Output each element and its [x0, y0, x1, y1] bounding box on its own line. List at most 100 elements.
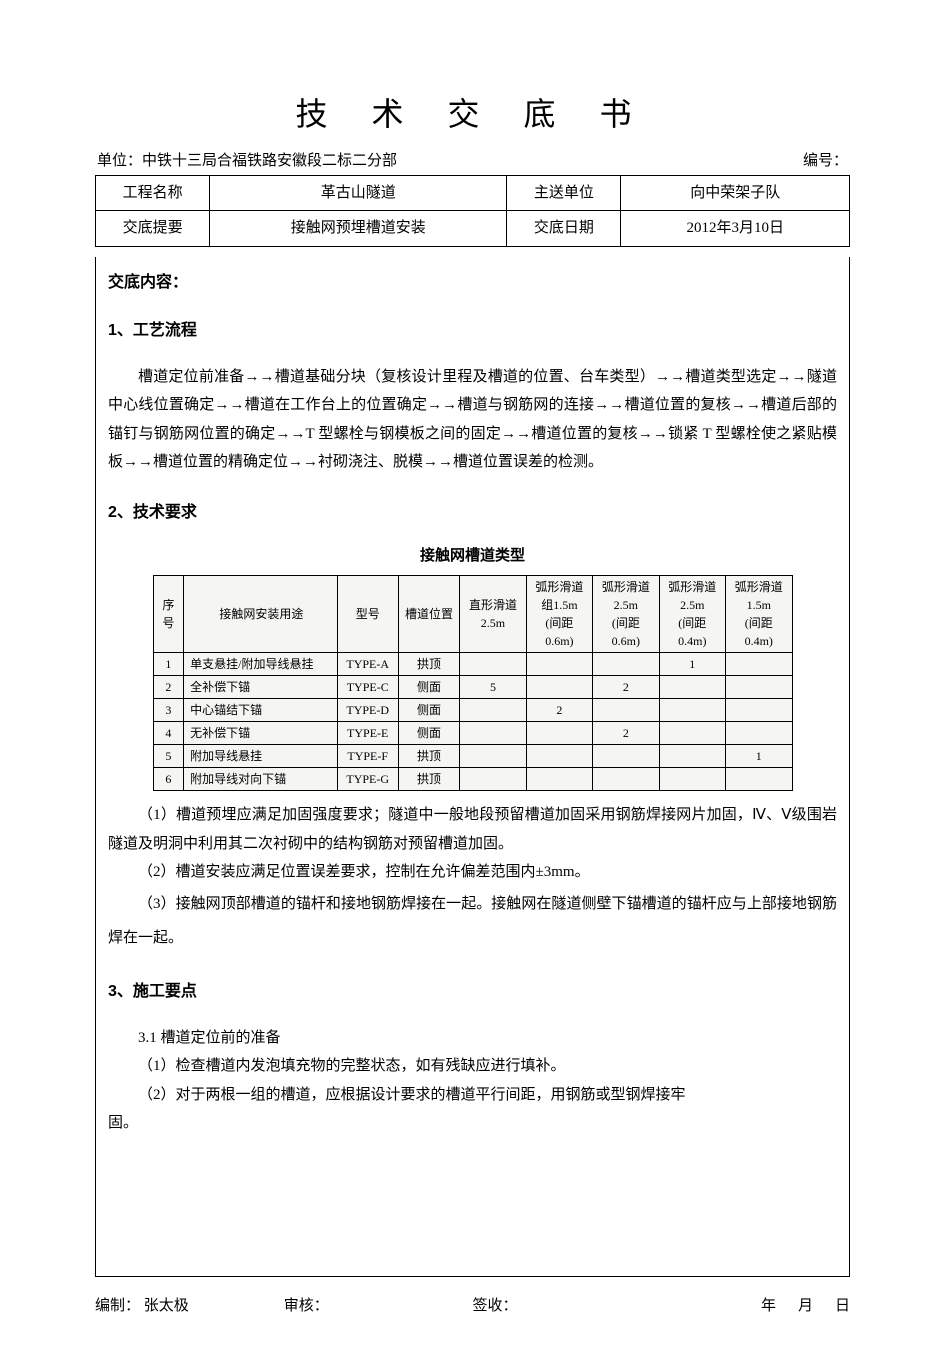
s3-p2b: 固。 [108, 1109, 837, 1138]
cell-c4 [659, 768, 725, 791]
cell-use: 单支悬挂/附加导线悬挂 [184, 653, 337, 676]
cell-c1 [460, 722, 526, 745]
s2-p3: （3）接触网顶部槽道的锚杆和接地钢筋焊接在一起。接触网在隧道侧壁下锚槽道的锚杆应… [108, 887, 837, 956]
cell-seq: 5 [153, 745, 184, 768]
number-field: 编号： [803, 150, 848, 173]
sign-label: 签收： [473, 1298, 518, 1314]
cell-seq: 6 [153, 768, 184, 791]
table-row: 1单支悬挂/附加导线悬挂TYPE-A拱顶1 [153, 653, 792, 676]
cell-model: TYPE-E [337, 722, 398, 745]
sendto-label: 主送单位 [507, 175, 621, 211]
cell-c3 [593, 768, 659, 791]
cell-c4 [659, 699, 725, 722]
cell-use: 无补偿下锚 [184, 722, 337, 745]
cell-c2: 2 [526, 699, 592, 722]
cell-model: TYPE-F [337, 745, 398, 768]
cell-use: 全补偿下锚 [184, 676, 337, 699]
header-row: 单位：中铁十三局合福铁路安徽段二标二分部 编号： [95, 150, 850, 173]
cell-c3: 2 [593, 676, 659, 699]
cell-seq: 3 [153, 699, 184, 722]
document-title: 技 术 交 底 书 [95, 90, 850, 138]
cell-use: 附加导线对向下锚 [184, 768, 337, 791]
cell-c1 [460, 768, 526, 791]
cell-c5: 1 [726, 745, 792, 768]
year-label: 年 [761, 1295, 776, 1318]
cell-use: 中心锚结下锚 [184, 699, 337, 722]
cell-c1 [460, 653, 526, 676]
cell-c1 [460, 699, 526, 722]
compile-field: 编制： 张太极 [95, 1295, 284, 1318]
sendto-value: 向中荣架子队 [621, 175, 850, 211]
cell-c5 [726, 676, 792, 699]
unit-field: 单位：中铁十三局合福铁路安徽段二标二分部 [97, 150, 397, 173]
sign-field: 签收： [473, 1295, 662, 1318]
cell-model: TYPE-A [337, 653, 398, 676]
table-row: 工程名称 革古山隧道 主送单位 向中荣架子队 [96, 175, 850, 211]
unit-value: 中铁十三局合福铁路安徽段二标二分部 [142, 153, 397, 169]
summary-value: 接触网预埋槽道安装 [210, 211, 507, 247]
cell-c1: 5 [460, 676, 526, 699]
cell-c4 [659, 676, 725, 699]
type-table: 序号 接触网安装用途 型号 槽道位置 直形滑道2.5m 弧形滑道组1.5m(间距… [153, 575, 793, 791]
compile-label: 编制： [95, 1298, 140, 1314]
review-label: 审核： [284, 1298, 329, 1314]
content-frame: 交底内容： 1、工艺流程 槽道定位前准备→→槽道基础分块（复核设计里程及槽道的位… [95, 257, 850, 1277]
cell-pos: 侧面 [398, 722, 459, 745]
col-c5: 弧形滑道1.5m(间距0.4m) [726, 576, 792, 653]
s3-p1: （1）检查槽道内发泡填充物的完整状态，如有残缺应进行填补。 [108, 1052, 837, 1081]
summary-label: 交底提要 [96, 211, 210, 247]
info-table: 工程名称 革古山隧道 主送单位 向中荣架子队 交底提要 接触网预埋槽道安装 交底… [95, 175, 850, 247]
col-model: 型号 [337, 576, 398, 653]
table-row: 3中心锚结下锚TYPE-D侧面 2 [153, 699, 792, 722]
review-field: 审核： [284, 1295, 473, 1318]
cell-c3: 2 [593, 722, 659, 745]
compile-value: 张太极 [144, 1298, 189, 1314]
cell-seq: 4 [153, 722, 184, 745]
section3-heading: 3、施工要点 [108, 980, 837, 1004]
cell-c4: 1 [659, 653, 725, 676]
date-field: 年 月 日 [661, 1295, 850, 1318]
cell-seq: 1 [153, 653, 184, 676]
cell-c2 [526, 745, 592, 768]
section2-heading: 2、技术要求 [108, 501, 837, 525]
cell-c2 [526, 653, 592, 676]
col-c1: 直形滑道2.5m [460, 576, 526, 653]
cell-model: TYPE-G [337, 768, 398, 791]
cell-use: 附加导线悬挂 [184, 745, 337, 768]
type-table-caption: 接触网槽道类型 [108, 545, 837, 568]
s3-sub31: 3.1 槽道定位前的准备 [108, 1024, 837, 1053]
day-label: 日 [835, 1295, 850, 1318]
cell-model: TYPE-C [337, 676, 398, 699]
unit-label: 单位： [97, 153, 142, 169]
cell-c2 [526, 768, 592, 791]
project-label: 工程名称 [96, 175, 210, 211]
table-row: 交底提要 接触网预埋槽道安装 交底日期 2012年3月10日 [96, 211, 850, 247]
number-label: 编号： [803, 153, 848, 169]
s3-p2: （2）对于两根一组的槽道，应根据设计要求的槽道平行间距，用钢筋或型钢焊接牢 [108, 1081, 837, 1110]
cell-c1 [460, 745, 526, 768]
col-seq: 序号 [153, 576, 184, 653]
cell-pos: 拱顶 [398, 653, 459, 676]
date-value: 2012年3月10日 [621, 211, 850, 247]
cell-c5 [726, 653, 792, 676]
cell-c3 [593, 745, 659, 768]
cell-pos: 拱顶 [398, 745, 459, 768]
col-c3: 弧形滑道2.5m(间距0.6m) [593, 576, 659, 653]
table-row: 2全补偿下锚TYPE-C侧面52 [153, 676, 792, 699]
cell-model: TYPE-D [337, 699, 398, 722]
cell-seq: 2 [153, 676, 184, 699]
cell-c5 [726, 699, 792, 722]
content-label: 交底内容： [108, 271, 837, 295]
s2-p2: （2）槽道安装应满足位置误差要求，控制在允许偏差范围内±3mm。 [108, 858, 837, 887]
col-pos: 槽道位置 [398, 576, 459, 653]
cell-pos: 侧面 [398, 699, 459, 722]
cell-pos: 拱顶 [398, 768, 459, 791]
cell-c3 [593, 653, 659, 676]
cell-c3 [593, 699, 659, 722]
col-c4: 弧形滑道2.5m(间距0.4m) [659, 576, 725, 653]
section1-para: 槽道定位前准备→→槽道基础分块（复核设计里程及槽道的位置、台车类型）→→槽道类型… [108, 363, 837, 477]
table-header-row: 序号 接触网安装用途 型号 槽道位置 直形滑道2.5m 弧形滑道组1.5m(间距… [153, 576, 792, 653]
cell-c2 [526, 676, 592, 699]
table-row: 5附加导线悬挂TYPE-F拱顶 1 [153, 745, 792, 768]
date-label: 交底日期 [507, 211, 621, 247]
